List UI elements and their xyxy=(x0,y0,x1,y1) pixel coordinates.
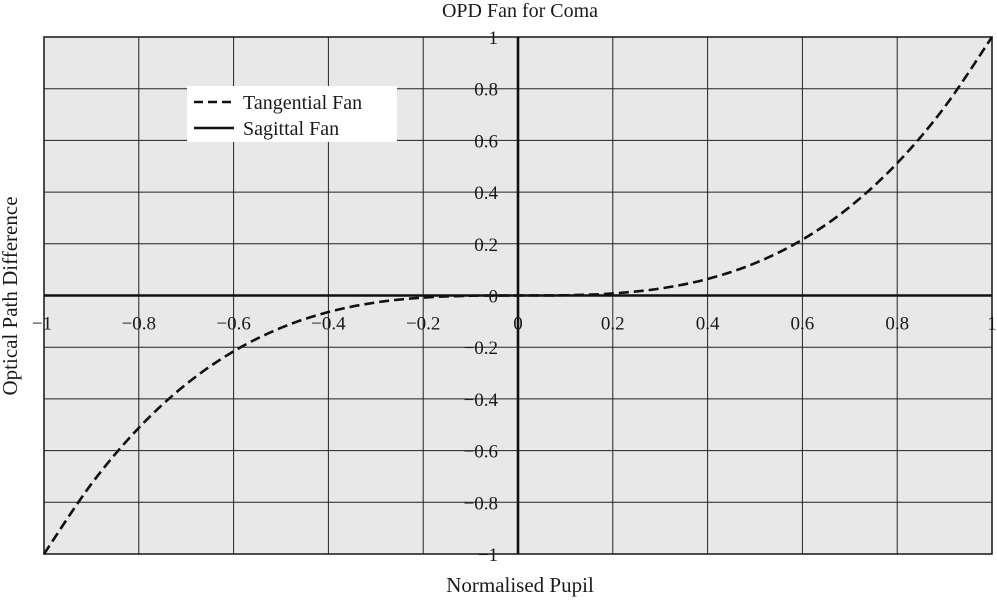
x-axis-label: Normalised Pupil xyxy=(446,573,594,597)
chart-title: OPD Fan for Coma xyxy=(442,0,598,22)
y-tick-label-0: −1 xyxy=(478,545,498,566)
legend: Tangential Fan Sagittal Fan xyxy=(187,86,397,142)
y-tick-label-4: −0.2 xyxy=(464,338,498,359)
x-tick-label-10: 1 xyxy=(987,314,997,335)
y-tick-label-10: 1 xyxy=(489,28,499,49)
x-tick-label-6: 0.2 xyxy=(601,314,625,335)
y-tick-label-6: 0.2 xyxy=(474,235,498,256)
y-tick-label-1: −0.8 xyxy=(464,493,498,514)
x-tick-label-0: −1 xyxy=(32,314,52,335)
x-tick-label-4: −0.2 xyxy=(406,314,440,335)
x-tick-label-9: 0.8 xyxy=(885,314,909,335)
x-tick-label-3: −0.4 xyxy=(311,314,346,335)
x-tick-label-7: 0.4 xyxy=(696,314,720,335)
x-tick-label-2: −0.6 xyxy=(216,314,250,335)
y-axis-label: Optical Path Difference xyxy=(0,196,22,395)
y-tick-label-2: −0.6 xyxy=(464,442,498,463)
tick-labels: −1 −0.8 −0.6 −0.4 −0.2 0 0.2 0.4 0.6 0.8 1 −1 −0.8 −0… xyxy=(32,28,997,566)
legend-box xyxy=(187,86,397,142)
x-tick-label-1: −0.8 xyxy=(122,314,156,335)
y-tick-label-5: 0 xyxy=(489,287,499,308)
x-tick-label-5: 0 xyxy=(513,314,523,335)
y-tick-label-7: 0.4 xyxy=(474,183,498,204)
data-series xyxy=(42,36,994,555)
legend-label-tangential: Tangential Fan xyxy=(243,92,362,114)
y-tick-label-9: 0.8 xyxy=(474,80,498,101)
legend-label-sagittal: Sagittal Fan xyxy=(243,118,339,140)
x-tick-label-8: 0.6 xyxy=(791,314,815,335)
y-tick-label-3: −0.4 xyxy=(464,390,499,411)
y-tick-label-8: 0.6 xyxy=(474,131,498,152)
